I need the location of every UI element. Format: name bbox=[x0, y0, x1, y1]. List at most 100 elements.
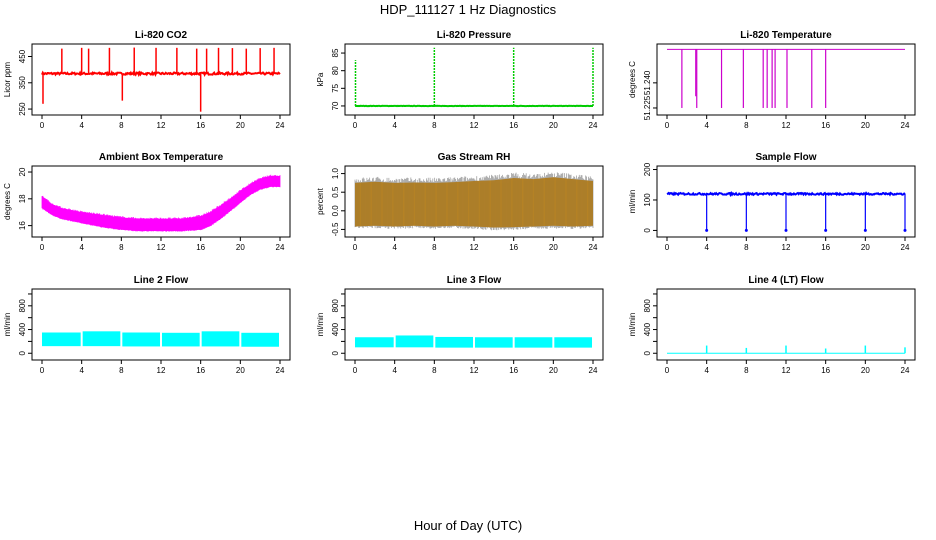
y-tick-label: 800 bbox=[18, 299, 27, 313]
y-axis-label: ml/min bbox=[316, 313, 325, 337]
flow-segment bbox=[241, 332, 280, 347]
panel-frame bbox=[656, 43, 916, 116]
plot-area bbox=[667, 48, 905, 108]
panel-title: Line 4 (LT) Flow bbox=[748, 275, 824, 286]
x-tick-label: 8 bbox=[119, 366, 124, 375]
y-tick-label: 450 bbox=[18, 49, 27, 63]
x-tick-label: 16 bbox=[821, 366, 830, 375]
plot-area bbox=[41, 174, 281, 232]
panel-frame bbox=[656, 288, 916, 361]
x-tick-label: 4 bbox=[392, 243, 397, 252]
x-tick-label: 4 bbox=[392, 366, 397, 375]
x-tick-label: 24 bbox=[276, 243, 285, 252]
panel-1: Li-820 CO2 Licor ppm 0 4 8 12 16 20 24 250 350 450 bbox=[3, 30, 291, 130]
x-tick-label: 8 bbox=[119, 121, 124, 130]
x-tick-label: 20 bbox=[861, 366, 870, 375]
drop-point bbox=[863, 228, 867, 232]
panel-title: Li-820 Pressure bbox=[437, 30, 512, 41]
x-tick-label: 12 bbox=[782, 366, 791, 375]
flow-segment bbox=[201, 331, 240, 347]
x-tick-label: 8 bbox=[744, 366, 749, 375]
x-tick-label: 24 bbox=[276, 366, 285, 375]
y-tick-label: 100 bbox=[643, 193, 652, 207]
x-tick-label: 0 bbox=[665, 366, 670, 375]
plot-area bbox=[354, 172, 594, 231]
y-tick-label: 85 bbox=[331, 48, 340, 57]
x-tick-label: 16 bbox=[821, 243, 830, 252]
panel-5: Gas Stream RH percent 0 4 8 12 16 20 24 -0.5 0.0 0.… bbox=[316, 152, 604, 252]
x-tick-label: 24 bbox=[276, 121, 285, 130]
y-tick-label: 75 bbox=[331, 83, 340, 92]
x-tick-label: 16 bbox=[509, 366, 518, 375]
y-tick-label: 400 bbox=[331, 322, 340, 336]
x-tick-label: 24 bbox=[901, 366, 910, 375]
series-line bbox=[41, 70, 281, 78]
y-tick-label: 800 bbox=[643, 299, 652, 313]
panel-8: Line 3 Flow ml/min 0 4 8 12 16 20 24 0 400 800 bbox=[316, 275, 604, 375]
x-tick-label: 16 bbox=[509, 243, 518, 252]
x-tick-label: 8 bbox=[744, 243, 749, 252]
panel-3: Li-820 Temperature degrees C 0 4 8 12 16 20 24 51… bbox=[628, 30, 916, 130]
y-axis-label: kPa bbox=[316, 72, 325, 86]
x-tick-label: 4 bbox=[79, 366, 84, 375]
panel-frame bbox=[344, 165, 604, 238]
x-tick-label: 12 bbox=[470, 366, 479, 375]
x-tick-label: 24 bbox=[901, 243, 910, 252]
panel-frame bbox=[344, 288, 604, 361]
panel-frame bbox=[31, 165, 291, 238]
plot-area bbox=[42, 331, 280, 347]
flow-segment bbox=[82, 331, 121, 347]
x-tick-label: 4 bbox=[79, 243, 84, 252]
panel-title: Sample Flow bbox=[755, 152, 816, 163]
panel-6: Sample Flow ml/min 0 4 8 12 16 20 24 0 100 200 bbox=[628, 152, 916, 252]
x-tick-label: 12 bbox=[157, 121, 166, 130]
y-tick-label: 80 bbox=[331, 66, 340, 75]
x-tick-label: 20 bbox=[549, 121, 558, 130]
panel-2: Li-820 Pressure kPa 0 4 8 12 16 20 24 70 75 80 85 bbox=[316, 30, 604, 130]
panel-7: Line 2 Flow ml/min 0 4 8 12 16 20 24 0 400 800 bbox=[3, 275, 291, 375]
x-tick-label: 20 bbox=[549, 243, 558, 252]
flow-segment bbox=[42, 332, 81, 347]
y-tick-label: 1.0 bbox=[331, 167, 340, 179]
y-tick-label: 0.5 bbox=[331, 186, 340, 198]
panel-4: Ambient Box Temperature degrees C 0 4 8 12 16 2… bbox=[3, 152, 291, 252]
plot-area bbox=[354, 47, 594, 108]
flow-segment bbox=[435, 336, 474, 348]
x-tick-label: 20 bbox=[861, 243, 870, 252]
y-axis-label: ml/min bbox=[3, 313, 12, 337]
y-tick-label: 20 bbox=[18, 167, 27, 176]
x-tick-label: 12 bbox=[782, 121, 791, 130]
x-tick-label: 12 bbox=[157, 366, 166, 375]
y-tick-label: 18 bbox=[18, 194, 27, 203]
panel-frame bbox=[31, 288, 291, 361]
panel-title: Line 2 Flow bbox=[134, 275, 189, 286]
y-tick-label: 400 bbox=[643, 322, 652, 336]
y-tick-label: 16 bbox=[18, 221, 27, 230]
plot-area bbox=[41, 47, 281, 112]
drop-point bbox=[744, 228, 748, 232]
panel-9: Line 4 (LT) Flow ml/min 0 4 8 12 16 20 24 0 400 800 bbox=[628, 275, 916, 375]
flow-segment bbox=[122, 332, 161, 347]
drop-point bbox=[824, 228, 828, 232]
y-tick-label: 0 bbox=[643, 350, 652, 355]
x-tick-label: 4 bbox=[79, 121, 84, 130]
y-tick-label: -0.5 bbox=[331, 222, 340, 236]
y-tick-label: 800 bbox=[331, 299, 340, 313]
panel-frame bbox=[31, 43, 291, 116]
x-tick-label: 20 bbox=[236, 121, 245, 130]
x-tick-label: 8 bbox=[744, 121, 749, 130]
flow-segment bbox=[474, 337, 513, 348]
x-tick-label: 16 bbox=[509, 121, 518, 130]
x-tick-label: 12 bbox=[782, 243, 791, 252]
x-tick-label: 24 bbox=[589, 243, 598, 252]
y-tick-label: 200 bbox=[643, 162, 652, 176]
x-tick-label: 16 bbox=[196, 366, 205, 375]
y-tick-label: 0 bbox=[331, 350, 340, 355]
x-tick-label: 12 bbox=[157, 243, 166, 252]
figure-title: HDP_111127 1 Hz Diagnostics bbox=[379, 2, 557, 17]
y-axis-label: ml/min bbox=[628, 313, 637, 337]
x-tick-label: 8 bbox=[432, 121, 437, 130]
y-tick-label: 350 bbox=[18, 76, 27, 90]
flow-segment bbox=[355, 337, 394, 348]
